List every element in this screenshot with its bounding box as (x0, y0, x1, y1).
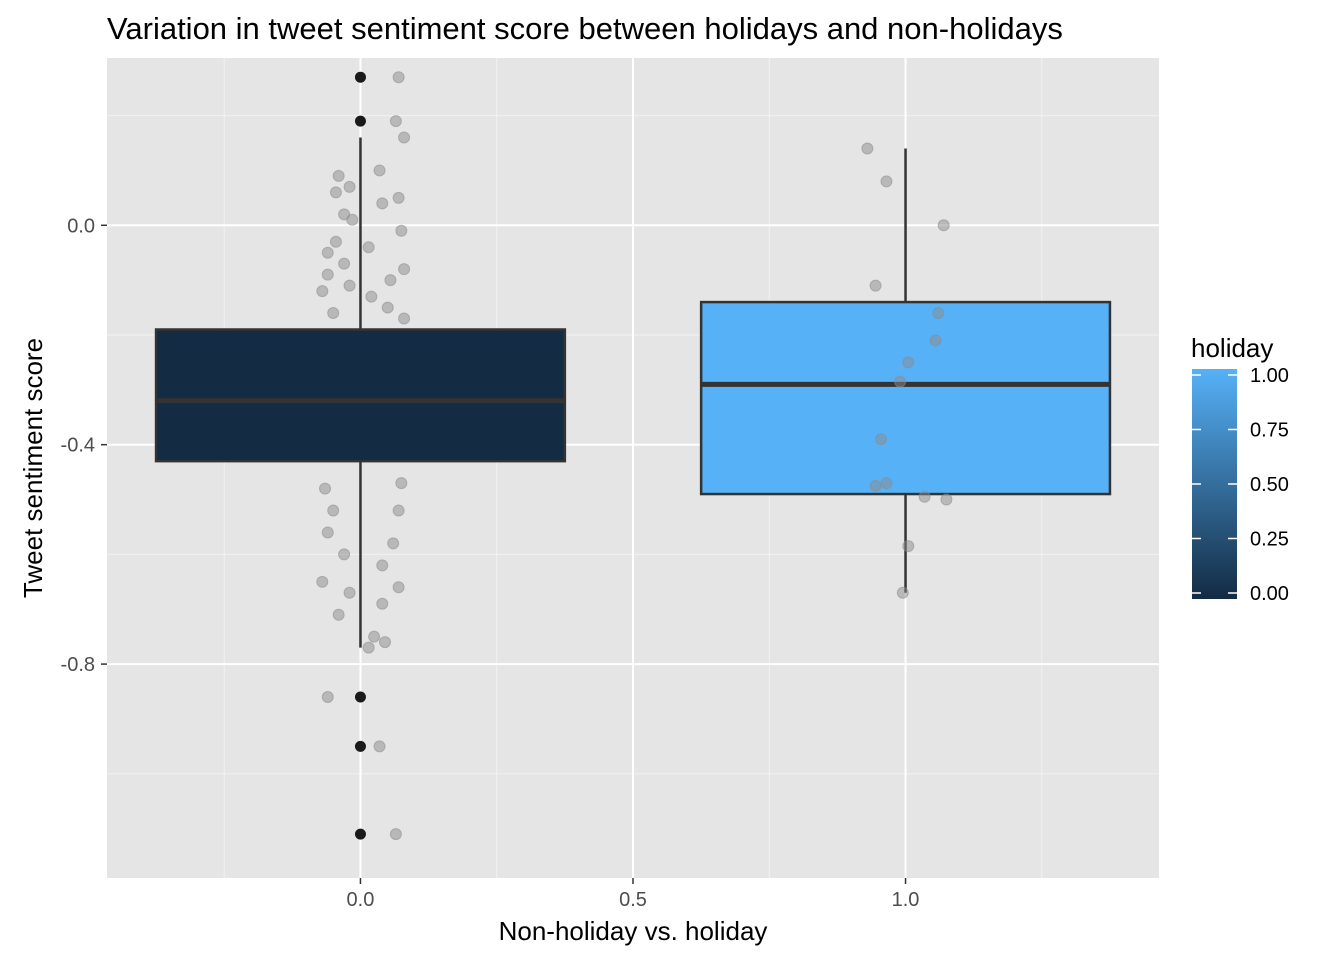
x-tick-label: 1.0 (892, 889, 920, 911)
jitter-point (321, 526, 334, 539)
jitter-point (365, 290, 378, 303)
jitter-point (392, 581, 405, 594)
jitter-point (918, 490, 931, 503)
jitter-point (392, 191, 405, 204)
outlier-point (354, 71, 366, 83)
outlier-point (354, 740, 366, 752)
jitter-point (902, 540, 915, 553)
jitter-point (384, 274, 397, 287)
jitter-point (381, 301, 394, 314)
x-tick-label: 0.5 (619, 889, 647, 911)
jitter-point (894, 375, 907, 388)
jitter-point (376, 559, 389, 572)
jitter-point (343, 279, 356, 292)
jitter-point (869, 279, 882, 292)
jitter-point (937, 219, 950, 232)
jitter-point (389, 115, 402, 128)
y-axis-ticks: 0.0 -0.4 -0.8 (61, 215, 107, 676)
jitter-point (329, 235, 342, 248)
jitter-point (398, 131, 411, 144)
jitter-point (880, 175, 893, 188)
y-tick-label: -0.4 (61, 435, 95, 457)
jitter-point (327, 504, 340, 517)
jitter-point (902, 356, 915, 369)
box-0 (154, 328, 567, 463)
jitter-point (389, 828, 402, 841)
jitter-point (869, 479, 882, 492)
y-tick-label: 0.0 (67, 215, 95, 237)
jitter-point (329, 186, 342, 199)
jitter-point (376, 597, 389, 610)
outlier-point (354, 691, 366, 703)
legend-label: 0.25 (1250, 529, 1289, 551)
jitter-point (338, 208, 351, 221)
outlier-point (354, 115, 366, 127)
jitter-point (362, 641, 375, 654)
jitter-point (338, 548, 351, 561)
color-legend: holiday 1.00 0.75 0.50 0.25 0.00 (1191, 333, 1289, 605)
box-1 (699, 300, 1112, 496)
outlier-point (354, 828, 366, 840)
legend-label: 0.00 (1250, 583, 1289, 605)
legend-title: holiday (1191, 333, 1273, 363)
jitter-point (343, 586, 356, 599)
jitter-point (332, 169, 345, 182)
boxplot-boxes (154, 137, 1112, 648)
legend-label: 1.00 (1250, 365, 1289, 387)
jitter-point (398, 312, 411, 325)
x-tick-label: 0.0 (347, 889, 375, 911)
x-axis-title: Non-holiday vs. holiday (499, 916, 768, 946)
jitter-point (362, 241, 375, 254)
jitter-point (316, 285, 329, 298)
jitter-point (373, 740, 386, 753)
jitter-point (327, 307, 340, 320)
jitter-point (338, 257, 351, 270)
x-axis-ticks: 0.0 0.5 1.0 (347, 878, 920, 911)
jitter-point (940, 493, 953, 506)
legend-label: 0.50 (1250, 474, 1289, 496)
jitter-point (896, 586, 909, 599)
jitter-point (387, 537, 400, 550)
jitter-point (929, 334, 942, 347)
jitter-points (316, 71, 953, 841)
jitter-point (332, 608, 345, 621)
jitter-point (880, 477, 893, 490)
jitter-point (398, 263, 411, 276)
jitter-point (346, 213, 359, 226)
legend-label: 0.75 (1250, 420, 1289, 442)
jitter-point (321, 268, 334, 281)
jitter-point (392, 504, 405, 517)
legend-ticks: 1.00 0.75 0.50 0.25 0.00 (1192, 365, 1289, 605)
jitter-point (368, 630, 381, 643)
jitter-point (395, 224, 408, 237)
jitter-point (395, 477, 408, 490)
y-axis-title: Tweet sentiment score (18, 338, 48, 598)
jitter-point (392, 71, 405, 84)
outlier-points (354, 71, 366, 840)
jitter-point (378, 636, 391, 649)
jitter-point (319, 482, 332, 495)
jitter-point (321, 690, 334, 703)
jitter-point (316, 575, 329, 588)
chart-title: Variation in tweet sentiment score betwe… (107, 11, 1063, 46)
jitter-point (373, 164, 386, 177)
jitter-point (861, 142, 874, 155)
jitter-point (376, 197, 389, 210)
jitter-point (875, 433, 888, 446)
jitter-point (932, 307, 945, 320)
y-tick-label: -0.8 (61, 654, 95, 676)
jitter-point (343, 180, 356, 193)
jitter-point (321, 246, 334, 259)
